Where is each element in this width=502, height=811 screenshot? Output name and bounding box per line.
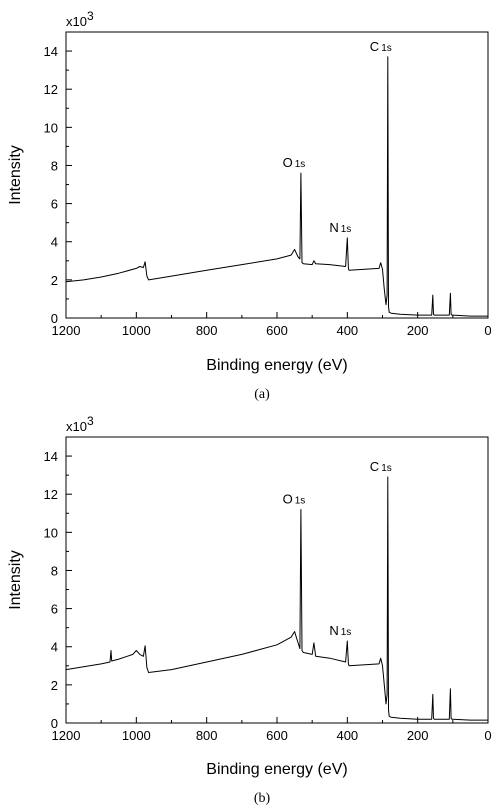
peak-label: N 1s (329, 220, 351, 235)
axis-ticks: 1200 1000 800 600 400 200 0 0 2 4 6 8 10 12 14 (44, 449, 492, 743)
y-multiplier: x103 (66, 414, 94, 434)
x-tick-label: 0 (484, 323, 491, 338)
y-tick-label: 0 (51, 311, 58, 326)
series-line (65, 56, 488, 317)
y-tick-label: 10 (44, 525, 58, 540)
axis-ticks: 1200 1000 800 600 400 200 0 0 2 4 6 8 10 12 14 (44, 44, 492, 338)
x-tick-label: 600 (266, 323, 288, 338)
chart-panel-a: 1200 1000 800 600 400 200 0 0 2 4 6 8 10 12 14 C 1s O 1s N… (7, 9, 492, 402)
y-tick-label: 12 (44, 487, 58, 502)
peak-label: C 1s (370, 39, 392, 54)
x-tick-label: 200 (407, 728, 429, 743)
peak-label: C 1s (370, 459, 392, 474)
peak-labels: C 1s O 1s N 1s (283, 39, 392, 235)
x-tick-label: 400 (336, 323, 358, 338)
series-lines (65, 476, 488, 721)
y-tick-label: 8 (51, 158, 58, 173)
x-tick-label: 1000 (122, 323, 151, 338)
chart-panel-b: 1200 1000 800 600 400 200 0 0 2 4 6 8 10 12 14 C 1s O 1s N… (7, 414, 492, 806)
peak-label: O 1s (283, 155, 306, 170)
plot-frame (65, 31, 489, 319)
panel-caption: (a) (254, 387, 270, 402)
y-tick-label: 4 (51, 235, 58, 250)
y-tick-label: 6 (51, 197, 58, 212)
x-tick-label: 400 (336, 728, 358, 743)
peak-labels: C 1s O 1s N 1s (283, 459, 392, 638)
y-tick-label: 8 (51, 563, 58, 578)
y-multiplier: x103 (66, 9, 94, 29)
x-tick-label: 800 (196, 323, 218, 338)
plot-frame (65, 436, 489, 724)
series-line (65, 476, 488, 721)
y-tick-label: 10 (44, 120, 58, 135)
y-tick-label: 2 (51, 678, 58, 693)
y-axis-label: Intensity (7, 145, 24, 205)
series-lines (65, 56, 488, 317)
x-tick-label: 0 (484, 728, 491, 743)
x-tick-label: 1000 (122, 728, 151, 743)
y-tick-label: 12 (44, 82, 58, 97)
x-tick-label: 200 (407, 323, 429, 338)
peak-label: N 1s (329, 623, 351, 638)
x-axis-label: Binding energy (eV) (206, 357, 347, 374)
y-tick-label: 6 (51, 602, 58, 617)
y-tick-label: 14 (44, 44, 58, 59)
y-tick-label: 4 (51, 640, 58, 655)
x-tick-label: 600 (266, 728, 288, 743)
y-tick-label: 0 (51, 716, 58, 731)
y-axis-label: Intensity (7, 550, 24, 610)
y-tick-label: 2 (51, 273, 58, 288)
x-tick-label: 1200 (52, 323, 81, 338)
panel-caption: (b) (254, 791, 271, 806)
peak-label: O 1s (283, 491, 306, 506)
x-tick-label: 1200 (52, 728, 81, 743)
x-axis-label: Binding energy (eV) (206, 761, 347, 778)
y-tick-label: 14 (44, 449, 58, 464)
x-tick-label: 800 (196, 728, 218, 743)
